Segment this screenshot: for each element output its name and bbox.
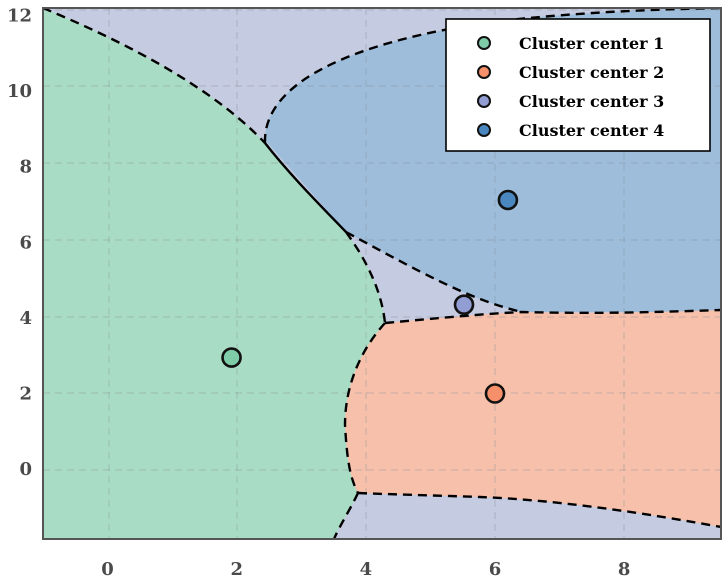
legend-marker-4 xyxy=(477,123,491,137)
x-tick-label: 8 xyxy=(618,559,631,580)
y-tick-label: 8 xyxy=(19,157,32,178)
legend-marker-3 xyxy=(477,94,491,108)
y-tick-label: 2 xyxy=(19,383,32,404)
legend: Cluster center 1 Cluster center 2 Cluster … xyxy=(445,18,711,152)
legend-label-1: Cluster center 1 xyxy=(519,34,664,53)
legend-label-3: Cluster center 3 xyxy=(519,92,664,111)
y-tick-label: 12 xyxy=(7,6,32,27)
region-cluster-1 xyxy=(43,8,385,539)
cluster-center-3-point xyxy=(453,294,475,315)
legend-marker-1 xyxy=(477,36,491,50)
y-tick-label: 6 xyxy=(19,232,32,253)
cluster-center-1-point xyxy=(221,347,242,368)
boundary-1-3 xyxy=(43,8,266,144)
boundary-1-3-bottom xyxy=(332,492,360,539)
x-tick-label: 4 xyxy=(360,559,373,580)
boundary-3-4-lower xyxy=(345,230,523,314)
boundary-1-4 xyxy=(264,142,347,233)
cluster-center-2-point xyxy=(484,383,506,404)
axis-ticks: 0 2 4 6 8 0 2 4 6 8 10 12 xyxy=(7,6,630,580)
plot-frame xyxy=(42,7,722,540)
y-tick-label: 0 xyxy=(19,459,32,480)
boundary-1-3-mid xyxy=(345,231,387,324)
legend-label-2: Cluster center 2 xyxy=(519,63,664,82)
boundary-2-bottom xyxy=(357,491,721,529)
legend-marker-2 xyxy=(477,65,491,79)
x-tick-label: 6 xyxy=(489,559,502,580)
legend-label-4: Cluster center 4 xyxy=(519,121,664,140)
cluster-centers xyxy=(221,189,519,404)
region-cluster-2 xyxy=(345,310,721,527)
y-tick-label: 4 xyxy=(19,308,32,329)
boundary-1-2 xyxy=(343,322,386,494)
boundary-2-top xyxy=(384,308,721,325)
y-tick-label: 10 xyxy=(7,81,32,102)
cluster-center-4-point xyxy=(497,189,519,211)
x-tick-label: 0 xyxy=(101,559,114,580)
x-tick-label: 2 xyxy=(230,559,243,580)
